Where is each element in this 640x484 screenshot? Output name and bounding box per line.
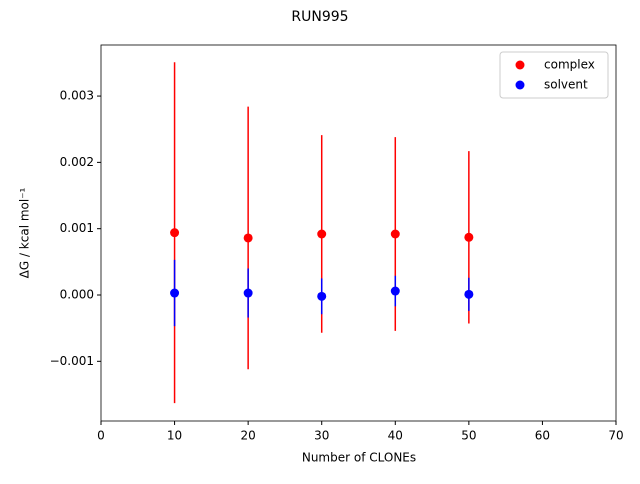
point [317,229,327,239]
point [464,289,474,299]
x-tick-label: 50 [461,429,476,443]
x-tick-label: 0 [97,429,105,443]
point [170,228,180,238]
legend-box [499,51,609,99]
x-tick-label: 30 [314,429,329,443]
y-tick-label: 0.001 [60,221,94,235]
x-tick-label: 40 [388,429,403,443]
y-tick-label: 0.002 [60,155,94,169]
legend-marker [515,60,525,70]
point [317,291,327,301]
x-tick-label: 20 [241,429,256,443]
x-tick-label: 10 [167,429,182,443]
legend-label: complex [544,58,595,72]
legend-label: solvent [544,78,588,92]
x-axis-label: Number of CLONEs [302,451,416,465]
y-axis-label: ΔG / kcal mol⁻¹ [18,187,32,278]
point [390,286,400,296]
legend-marker [515,80,525,90]
chart-title: RUN995 [291,9,348,25]
y-tick-label: −0.001 [50,354,94,368]
axes-frame [100,44,617,422]
point [243,288,253,298]
point [170,288,180,298]
y-tick-label: 0.003 [60,89,94,103]
x-tick-label: 60 [535,429,550,443]
point [243,233,253,243]
point [464,232,474,242]
y-tick-label: 0.000 [60,288,94,302]
x-tick-label: 70 [608,429,623,443]
point [390,229,400,239]
